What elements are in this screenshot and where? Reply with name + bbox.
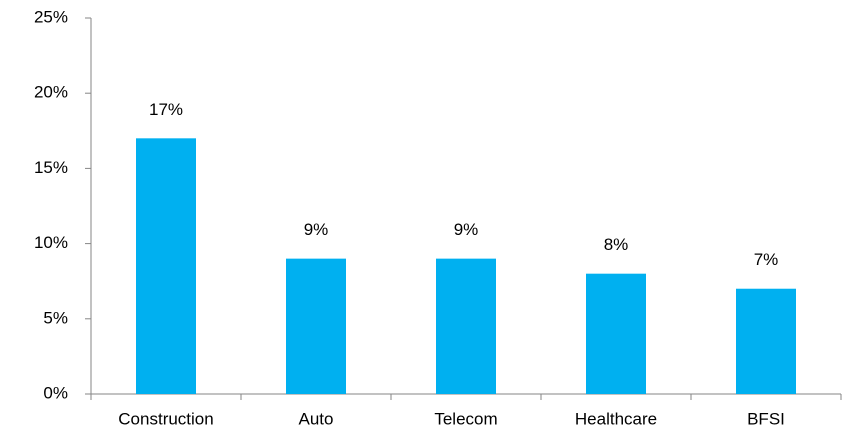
- x-tick-label: Auto: [299, 409, 334, 428]
- bar: [286, 258, 346, 394]
- x-tick-label: BFSI: [747, 409, 785, 428]
- y-tick-label: 25%: [34, 7, 68, 26]
- x-tick-label: Construction: [118, 409, 213, 428]
- y-tick-label: 10%: [34, 233, 68, 252]
- x-tick-label: Healthcare: [575, 409, 657, 428]
- y-tick-label: 0%: [43, 383, 68, 402]
- value-label: 8%: [604, 235, 629, 254]
- y-tick-label: 20%: [34, 83, 68, 102]
- y-tick-label: 15%: [34, 158, 68, 177]
- value-label: 9%: [304, 220, 329, 239]
- bar: [586, 273, 646, 394]
- bar: [736, 288, 796, 394]
- bar: [436, 258, 496, 394]
- value-label: 17%: [149, 100, 183, 119]
- bar: [136, 138, 196, 394]
- value-label: 9%: [454, 220, 479, 239]
- y-tick-label: 5%: [43, 308, 68, 327]
- value-label: 7%: [754, 250, 779, 269]
- x-tick-label: Telecom: [434, 409, 497, 428]
